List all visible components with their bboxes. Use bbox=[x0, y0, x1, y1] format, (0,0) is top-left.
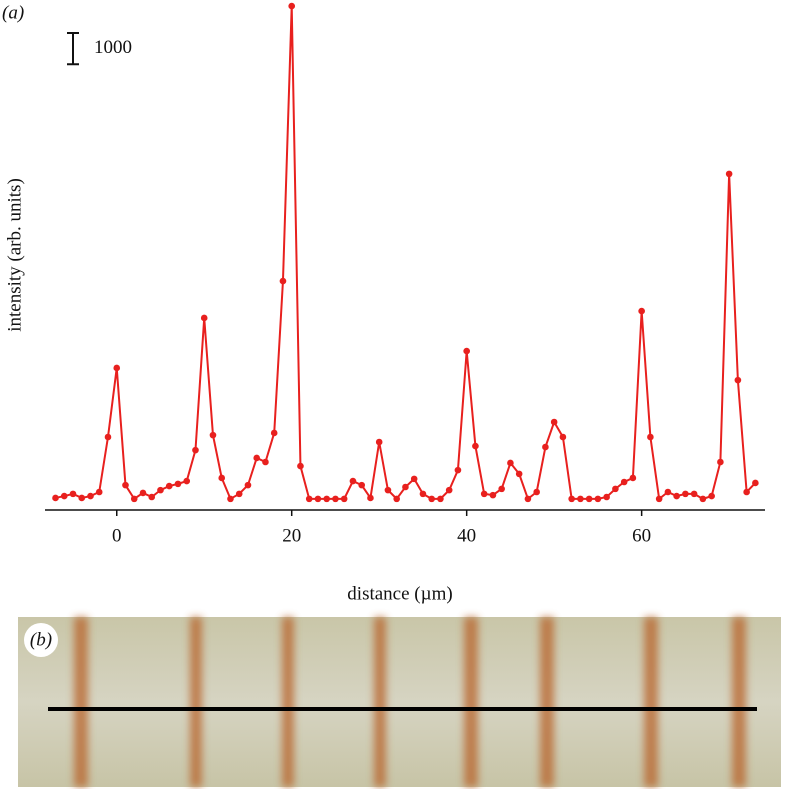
data-point bbox=[655, 495, 663, 503]
data-point bbox=[157, 486, 164, 494]
data-point bbox=[550, 418, 558, 426]
data-point bbox=[192, 446, 199, 454]
data-point bbox=[664, 488, 672, 496]
data-point bbox=[183, 477, 191, 485]
data-point bbox=[463, 347, 470, 355]
data-point bbox=[332, 495, 339, 503]
data-point bbox=[174, 480, 182, 488]
data-point bbox=[594, 495, 602, 503]
data-point bbox=[244, 481, 252, 489]
x-tick-label: 60 bbox=[632, 525, 651, 546]
data-point bbox=[393, 495, 400, 503]
data-point bbox=[139, 489, 147, 497]
data-point bbox=[209, 431, 217, 439]
data-point bbox=[130, 495, 138, 503]
data-line bbox=[55, 6, 757, 501]
data-point bbox=[507, 459, 514, 467]
data-point bbox=[699, 495, 707, 503]
data-point bbox=[104, 433, 112, 441]
data-point bbox=[752, 479, 759, 487]
scale-bar bbox=[67, 32, 79, 66]
data-point bbox=[515, 470, 523, 478]
data-point bbox=[454, 466, 462, 474]
data-point bbox=[734, 376, 742, 384]
data-point bbox=[708, 492, 715, 500]
panel-label: (a) bbox=[2, 2, 24, 23]
data-point bbox=[629, 474, 637, 482]
micrograph bbox=[18, 617, 781, 787]
data-point bbox=[384, 486, 392, 494]
panel-b: (b) bbox=[18, 617, 781, 787]
data-point bbox=[603, 493, 610, 501]
data-point bbox=[122, 481, 129, 489]
data-point bbox=[349, 477, 357, 485]
data-point bbox=[673, 492, 680, 500]
data-point bbox=[288, 2, 296, 10]
data-point bbox=[52, 494, 59, 502]
data-point bbox=[402, 483, 409, 491]
data-point bbox=[262, 458, 269, 466]
data-point bbox=[647, 433, 654, 441]
data-point bbox=[95, 488, 103, 496]
data-point bbox=[489, 491, 497, 499]
data-point bbox=[367, 494, 374, 502]
data-point bbox=[542, 443, 549, 451]
x-axis-label: distance (µm) bbox=[347, 583, 452, 604]
data-point bbox=[227, 495, 234, 503]
data-point bbox=[305, 495, 313, 503]
data-point bbox=[638, 307, 645, 315]
data-point bbox=[279, 277, 287, 285]
data-point bbox=[559, 433, 567, 441]
data-point bbox=[69, 490, 77, 498]
x-tick-label: 20 bbox=[282, 525, 301, 546]
data-point bbox=[498, 485, 505, 493]
data-point bbox=[375, 438, 383, 446]
scale-bar-label: 1000 bbox=[94, 37, 132, 58]
data-point bbox=[585, 495, 593, 503]
data-point bbox=[524, 495, 532, 503]
data-point bbox=[533, 488, 540, 496]
data-point bbox=[437, 495, 444, 503]
data-point bbox=[148, 493, 156, 501]
data-point bbox=[270, 429, 278, 437]
data-point bbox=[87, 492, 94, 500]
stripes bbox=[74, 617, 746, 787]
data-point bbox=[323, 495, 331, 503]
data-point bbox=[743, 488, 750, 496]
data-point bbox=[235, 490, 243, 498]
data-point bbox=[577, 495, 584, 503]
data-point bbox=[253, 454, 261, 462]
data-point bbox=[78, 494, 86, 502]
panel-b-label: (b) bbox=[30, 629, 52, 650]
data-point bbox=[410, 475, 418, 483]
data-point bbox=[218, 474, 226, 482]
data-point bbox=[314, 495, 322, 503]
data-point bbox=[60, 492, 68, 500]
data-point bbox=[612, 485, 619, 493]
x-tick-label: 40 bbox=[457, 525, 476, 546]
x-tick-label: 0 bbox=[112, 525, 122, 546]
data-point bbox=[568, 495, 575, 503]
data-point bbox=[165, 482, 173, 490]
label-badge bbox=[24, 623, 58, 657]
data-point bbox=[428, 495, 435, 503]
data-point bbox=[419, 490, 427, 498]
data-point bbox=[472, 442, 479, 450]
data-point bbox=[340, 495, 348, 503]
y-axis-label: intensity (arb. units) bbox=[4, 178, 25, 332]
data-point bbox=[682, 490, 689, 498]
data-point bbox=[620, 478, 628, 486]
data-point bbox=[297, 462, 304, 470]
data-point bbox=[480, 490, 488, 498]
data-point bbox=[725, 170, 733, 178]
data-point bbox=[113, 364, 121, 372]
data-point bbox=[445, 486, 453, 494]
data-point bbox=[690, 490, 698, 498]
data-point bbox=[200, 314, 208, 322]
data-point bbox=[717, 458, 724, 466]
data-point bbox=[358, 481, 365, 489]
